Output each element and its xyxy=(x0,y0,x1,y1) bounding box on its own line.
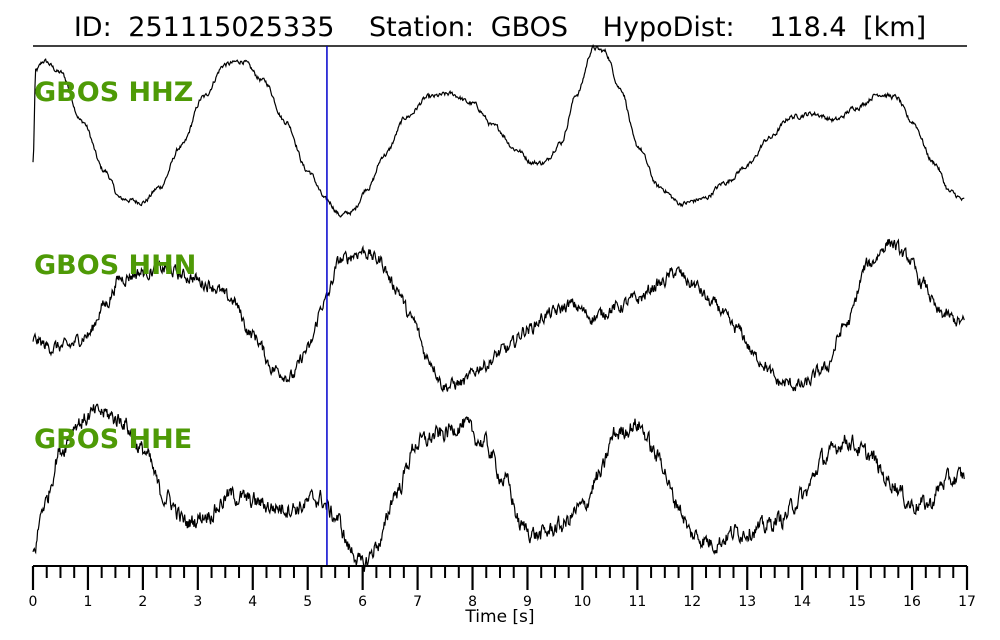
tick-label: 12 xyxy=(683,594,701,610)
tick-label: 13 xyxy=(738,594,756,610)
time-axis: 0 1 2 3 4 5 6 7 8 9 10 11 12 13 14 15 16 17 xyxy=(29,565,976,610)
trace-gbos-hhz xyxy=(32,43,965,218)
channel-label-gbos-hhe: GBOS HHE xyxy=(34,424,192,455)
station-name: GBOS xyxy=(491,12,568,43)
channel-label-group: GBOS HHZ GBOS HHN GBOS HHE xyxy=(34,77,196,455)
event-id: 251115025335 xyxy=(128,12,334,43)
trace-group xyxy=(32,43,965,572)
tick-label: 15 xyxy=(848,594,866,610)
tick-label: 5 xyxy=(303,594,312,610)
tick-label: 6 xyxy=(358,594,367,610)
station-label: Station: xyxy=(369,12,474,43)
tick-label: 8 xyxy=(468,594,477,610)
channel-label-gbos-hhn: GBOS HHN xyxy=(34,250,196,281)
tick-label: 9 xyxy=(523,594,532,610)
tick-label: 1 xyxy=(83,594,92,610)
trace-gbos-hhn xyxy=(32,238,965,393)
tick-label: 17 xyxy=(958,594,976,610)
tick-label: 3 xyxy=(193,594,202,610)
tick-label: 0 xyxy=(29,594,38,610)
tick-label: 10 xyxy=(573,594,591,610)
channel-label-gbos-hhz: GBOS HHZ xyxy=(34,77,193,108)
tick-label: 14 xyxy=(793,594,811,610)
figure-title: ID: 251115025335 Station: GBOS HypoDist:… xyxy=(74,12,926,43)
tick-label: 4 xyxy=(248,594,257,610)
hypodist-label: HypoDist: xyxy=(603,12,735,43)
hypodist-unit: [km] xyxy=(863,12,926,43)
id-label: ID: xyxy=(74,12,112,43)
x-axis-label: Time [s] xyxy=(464,607,534,627)
tick-label: 11 xyxy=(628,594,646,610)
trace-gbos-hhe xyxy=(32,403,965,572)
tick-label: 16 xyxy=(903,594,921,610)
tick-label: 7 xyxy=(413,594,422,610)
tick-label: 2 xyxy=(138,594,147,610)
hypodist-value: 118.4 xyxy=(769,12,846,43)
